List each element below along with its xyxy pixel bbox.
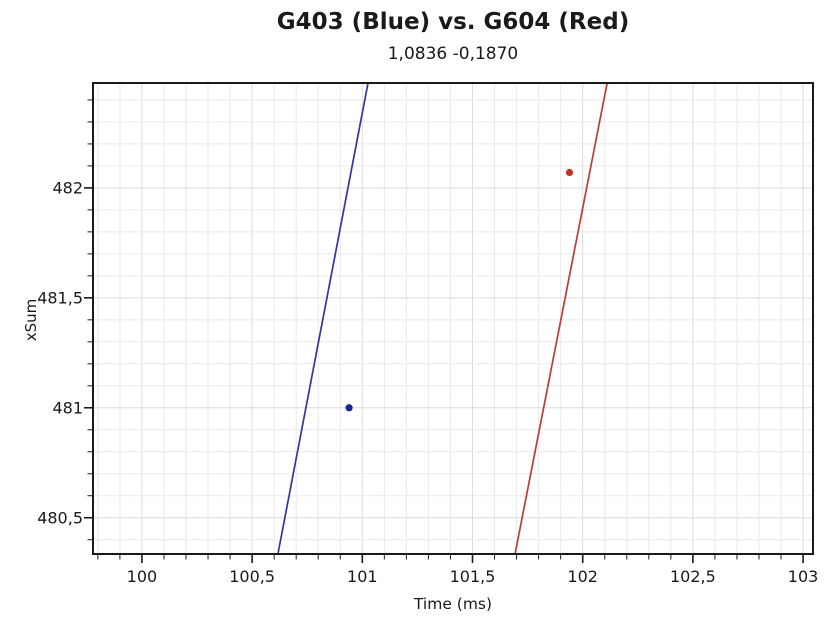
series-group <box>277 82 608 555</box>
x-tick-label: 103 <box>788 567 819 586</box>
series-G403-blue-line <box>277 82 369 555</box>
series-G604-red-line <box>514 82 608 555</box>
x-tick-label: 100 <box>127 567 158 586</box>
y-axis-title: xSum <box>22 298 40 342</box>
chart-title: G403 (Blue) vs. G604 (Red) <box>276 9 630 35</box>
y-tick-label: 480,5 <box>37 508 83 527</box>
y-tick-label: 481,5 <box>37 288 83 307</box>
x-tick-label: 101,5 <box>450 567 496 586</box>
axis-ticks <box>84 99 804 563</box>
chart-subtitle: 1,0836 -0,1870 <box>387 44 519 64</box>
grid-lines <box>93 83 813 554</box>
x-tick-label: 102,5 <box>670 567 716 586</box>
y-tick-label: 481 <box>52 398 83 417</box>
series-G403-blue-point <box>345 404 353 412</box>
x-axis-title: Time (ms) <box>413 595 493 613</box>
y-tick-label: 482 <box>52 178 83 197</box>
tick-labels: 100 100,5 101 101,5 102 102,5 103 480,5 481 481,5… <box>37 178 818 586</box>
x-tick-label: 101 <box>347 567 378 586</box>
x-tick-label: 100,5 <box>229 567 275 586</box>
x-tick-label: 102 <box>567 567 598 586</box>
plot-border <box>92 82 814 555</box>
series-G604-red-point <box>565 168 574 177</box>
